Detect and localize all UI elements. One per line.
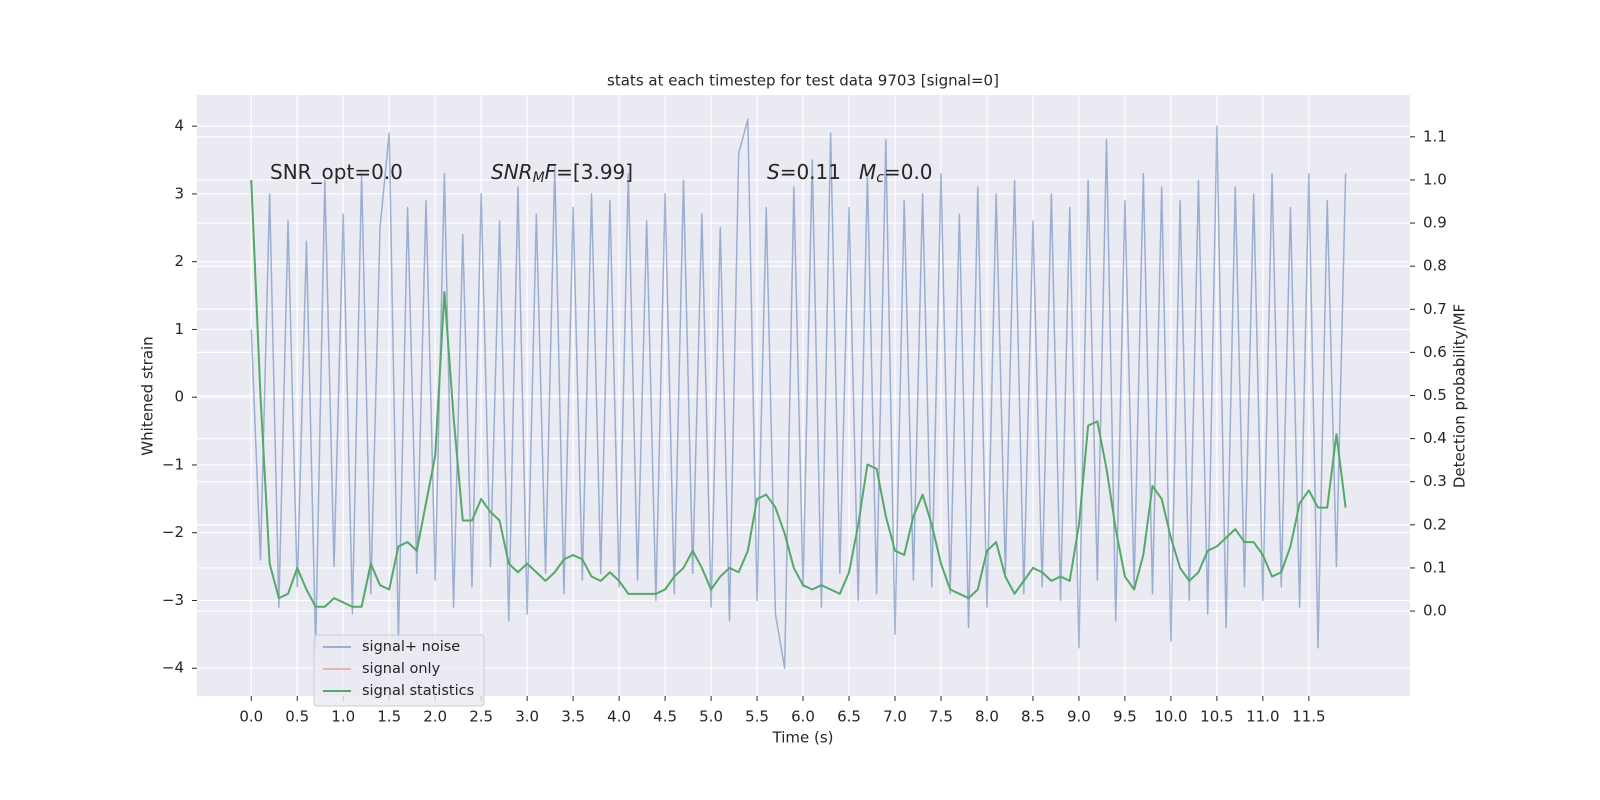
legend-box: [313, 634, 485, 707]
x-tick-label: 5.5: [745, 708, 769, 726]
x-tick-label: 3.0: [515, 708, 539, 726]
annotation-part: M: [533, 170, 545, 186]
series-line: [250, 118, 1347, 669]
x-tick-label: 6.0: [791, 708, 815, 726]
series-line: [250, 179, 1347, 608]
annotation: S=0.11: [767, 160, 841, 184]
x-tick-label: 10.5: [1200, 708, 1233, 726]
x-tick-label: 4.0: [607, 708, 631, 726]
x-tick-label: 10.0: [1154, 708, 1187, 726]
y2-axis-label: Detection probability/MF: [1451, 304, 1469, 488]
x-tick-label: 3.5: [561, 708, 585, 726]
y-tick-label: 1: [174, 320, 184, 338]
y-tick-label: −2: [162, 523, 184, 541]
legend-label: signal statistics: [362, 683, 474, 699]
chart-title: stats at each timestep for test data 970…: [607, 72, 999, 90]
legend-label: signal only: [362, 661, 441, 677]
y-tick-label: −1: [162, 455, 184, 473]
annotation: SNR_opt=0.0: [270, 160, 403, 184]
y-tick-label: 0: [174, 388, 184, 406]
x-tick-label: 11.5: [1292, 708, 1325, 726]
y-tick-label: 3: [174, 184, 184, 202]
x-tick-label: 0.5: [285, 708, 309, 726]
x-tick-label: 6.5: [837, 708, 861, 726]
x-tick-label: 2.0: [423, 708, 447, 726]
y-tick-label: −4: [162, 659, 184, 677]
y2-tick-label: 0.1: [1423, 558, 1447, 576]
x-tick-label: 9.0: [1067, 708, 1091, 726]
x-tick-label: 8.0: [975, 708, 999, 726]
legend-label: signal+ noise: [362, 639, 460, 655]
x-tick-label: 8.5: [1021, 708, 1045, 726]
x-tick-label: 11.0: [1246, 708, 1279, 726]
y2-tick-label: 0.6: [1423, 343, 1447, 361]
x-tick-label: 4.5: [653, 708, 677, 726]
annotation-part: =0.11: [780, 160, 841, 184]
y-axis-label: Whitened strain: [139, 336, 157, 455]
annotation-part: F: [545, 160, 557, 184]
annotation-part: M: [859, 160, 876, 184]
y-tick-label: −3: [162, 591, 184, 609]
annotation-part: =0.0: [884, 160, 933, 184]
x-tick-label: 5.0: [699, 708, 723, 726]
y2-tick-label: 0.7: [1423, 300, 1447, 318]
annotation: SNRMF=[3.99]: [491, 160, 633, 187]
annotation-part: SNR_opt=0.0: [270, 160, 403, 184]
x-tick-label: 7.0: [883, 708, 907, 726]
y2-tick-label: 0.3: [1423, 472, 1447, 490]
y2-tick-label: 0.4: [1423, 429, 1447, 447]
x-tick-label: 1.5: [377, 708, 401, 726]
y2-tick-label: 0.2: [1423, 515, 1447, 533]
x-tick-label: 0.0: [239, 708, 263, 726]
y2-tick-label: 1.1: [1423, 127, 1447, 145]
x-tick-label: 1.0: [331, 708, 355, 726]
y-tick-label: 2: [174, 252, 184, 270]
annotation: Mc=0.0: [859, 160, 933, 187]
x-tick-label: 9.5: [1113, 708, 1137, 726]
y2-tick-label: 0.9: [1423, 214, 1447, 232]
y-tick-label: 4: [174, 117, 184, 135]
annotation-part: c: [876, 170, 884, 186]
annotation-part: SNR: [491, 160, 533, 184]
x-tick-label: 7.5: [929, 708, 953, 726]
y2-tick-label: 0.0: [1423, 602, 1447, 620]
y2-tick-label: 1.0: [1423, 170, 1447, 188]
y2-tick-label: 0.8: [1423, 257, 1447, 275]
annotation-part: =[3.99]: [556, 160, 633, 184]
annotation-part: S: [767, 160, 780, 184]
x-tick-label: 2.5: [469, 708, 493, 726]
y2-tick-label: 0.5: [1423, 386, 1447, 404]
x-axis-label: Time (s): [772, 729, 834, 747]
